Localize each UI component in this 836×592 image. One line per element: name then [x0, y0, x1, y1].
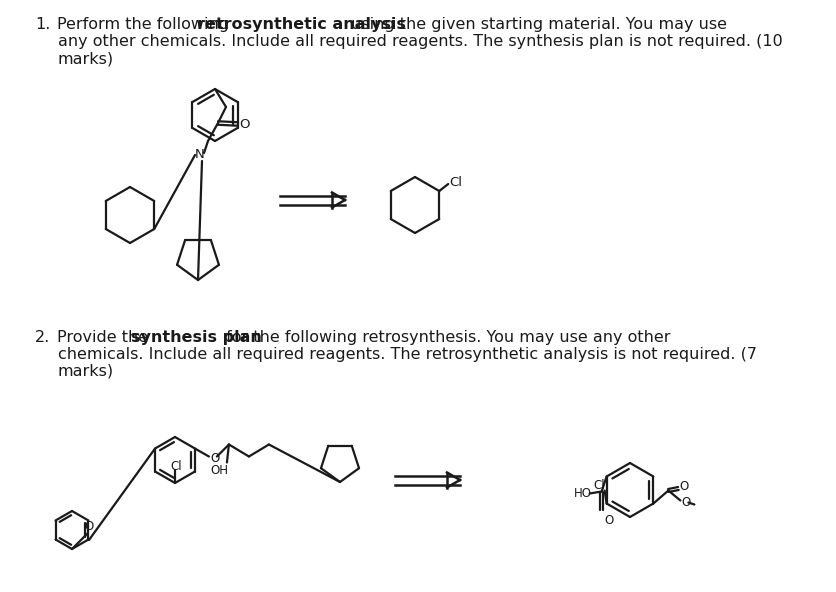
Text: O: O: [210, 452, 219, 465]
Text: chemicals. Include all required reagents. The retrosynthetic analysis is not req: chemicals. Include all required reagents…: [58, 347, 756, 362]
Text: O: O: [679, 480, 688, 493]
Text: any other chemicals. Include all required reagents. The synthesis plan is not re: any other chemicals. Include all require…: [58, 34, 782, 49]
Text: O: O: [681, 496, 690, 509]
Text: retrosynthetic analysis: retrosynthetic analysis: [196, 17, 405, 32]
Text: 2.: 2.: [35, 330, 50, 345]
Text: marks): marks): [58, 364, 114, 379]
Text: O: O: [604, 513, 613, 526]
Text: O: O: [239, 117, 249, 130]
Text: for the following retrosynthesis. You may use any other: for the following retrosynthesis. You ma…: [221, 330, 670, 345]
Text: O: O: [84, 520, 94, 532]
Text: Provide the: Provide the: [57, 330, 153, 345]
Text: Cl: Cl: [170, 459, 181, 472]
Text: HO: HO: [573, 487, 591, 500]
Text: Perform the following: Perform the following: [57, 17, 234, 32]
Text: 1.: 1.: [35, 17, 50, 32]
Text: Cl: Cl: [449, 176, 461, 189]
Text: marks): marks): [58, 51, 114, 66]
Text: synthesis plan: synthesis plan: [131, 330, 262, 345]
Text: N: N: [195, 149, 205, 162]
Text: OH: OH: [210, 464, 227, 477]
Text: Cl: Cl: [593, 479, 604, 492]
Text: using the given starting material. You may use: using the given starting material. You m…: [345, 17, 726, 32]
